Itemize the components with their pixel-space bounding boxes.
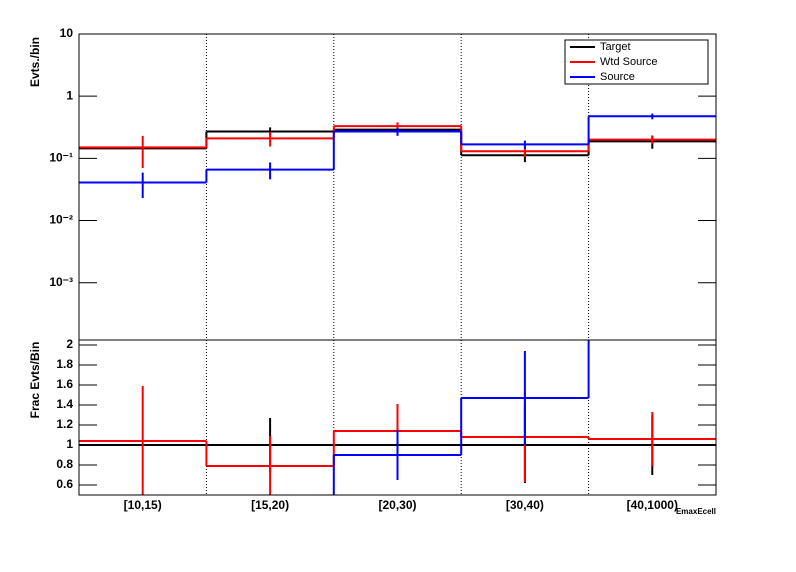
y-tick-label: 1	[66, 88, 73, 102]
y-tick-label: 1.4	[56, 397, 73, 411]
y-tick-label: 10⁻³	[49, 275, 73, 289]
y-tick-label: 1.6	[56, 377, 73, 391]
y-tick-label: 10⁻¹	[49, 151, 73, 165]
x-tick-label: [20,30)	[378, 498, 416, 512]
y-tick-label: 1.8	[56, 357, 73, 371]
y-tick-label: 0.8	[56, 457, 73, 471]
y-axis-label: Frac Evts/Bin	[28, 342, 42, 419]
y-tick-label: 10	[60, 26, 74, 40]
x-tick-label: [40,1000)	[627, 498, 678, 512]
y-tick-label: 10⁻²	[49, 213, 73, 227]
frame	[78, 339, 717, 496]
legend-label: Target	[600, 41, 631, 53]
y-axis-label: Evts./bin	[28, 37, 42, 87]
legend-label: Wtd Source	[600, 56, 657, 68]
y-tick-label: 0.6	[56, 477, 73, 491]
legend-label: Source	[600, 71, 635, 83]
x-tick-label: [30,40)	[506, 498, 544, 512]
y-tick-label: 2	[66, 337, 73, 351]
x-axis-label: EmaxEcell	[676, 507, 716, 516]
y-tick-label: 1.2	[56, 417, 73, 431]
x-tick-label: [15,20)	[251, 498, 289, 512]
plot-area	[79, 340, 716, 495]
plot-area	[79, 34, 716, 340]
x-tick-label: [10,15)	[124, 498, 162, 512]
y-tick-label: 1	[66, 437, 73, 451]
